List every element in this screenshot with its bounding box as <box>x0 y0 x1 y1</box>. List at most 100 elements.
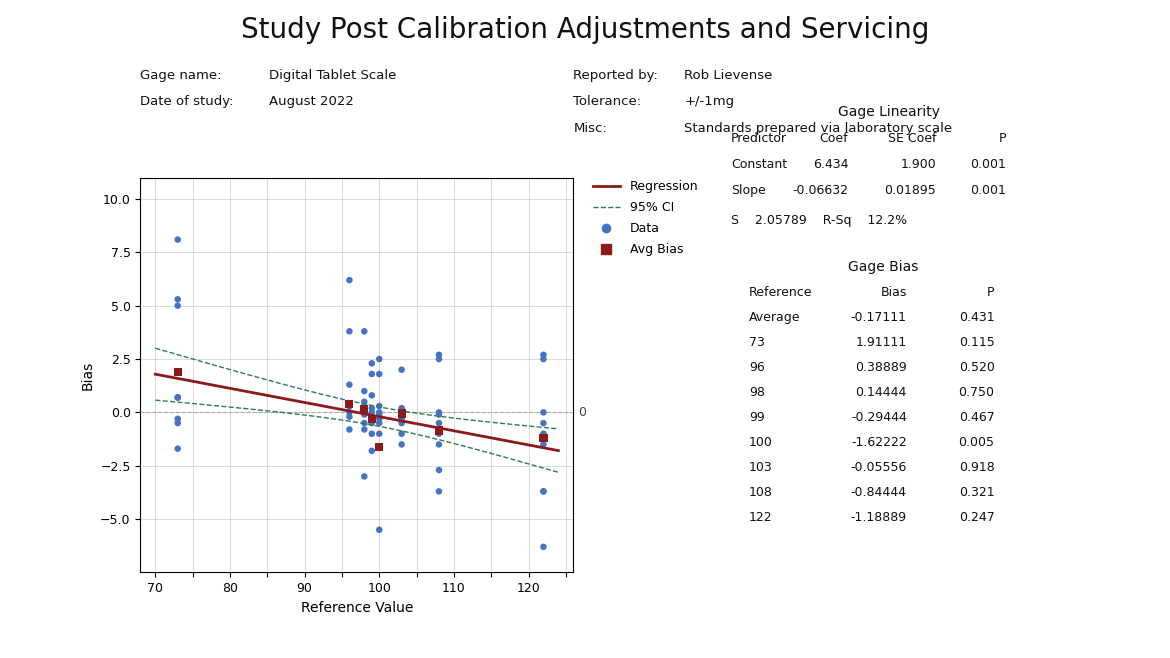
Point <box>370 418 388 428</box>
Text: 0.01895: 0.01895 <box>885 184 936 197</box>
Text: Misc:: Misc: <box>573 122 607 135</box>
Point <box>429 418 448 428</box>
Text: 0.467: 0.467 <box>958 411 994 424</box>
Point <box>429 486 448 497</box>
Point <box>340 401 359 411</box>
Text: Gage Bias: Gage Bias <box>848 260 918 274</box>
Point <box>534 486 552 497</box>
Point <box>392 407 411 418</box>
Point <box>355 397 373 407</box>
Text: 99: 99 <box>749 411 764 424</box>
Point <box>534 486 552 497</box>
Point <box>429 409 448 420</box>
Text: 0.005: 0.005 <box>958 436 994 449</box>
Point <box>534 428 552 439</box>
Text: 0: 0 <box>578 406 586 419</box>
Point <box>340 380 359 390</box>
Text: Gage Linearity: Gage Linearity <box>838 105 941 119</box>
Text: Digital Tablet Scale: Digital Tablet Scale <box>269 69 397 82</box>
Text: Date of study:: Date of study: <box>140 95 234 109</box>
Point <box>168 392 187 403</box>
Text: -0.06632: -0.06632 <box>792 184 848 197</box>
Point <box>534 418 552 428</box>
Point <box>370 442 388 452</box>
Point <box>534 349 552 360</box>
Point <box>363 413 381 424</box>
Text: Rob Lievense: Rob Lievense <box>684 69 773 82</box>
Point <box>370 413 388 424</box>
Text: 0.001: 0.001 <box>970 158 1006 171</box>
Point <box>429 439 448 449</box>
Point <box>534 432 552 443</box>
Text: Coef: Coef <box>820 132 848 145</box>
Point <box>340 401 359 411</box>
Point <box>168 392 187 403</box>
Point <box>168 234 187 245</box>
Point <box>370 409 388 420</box>
Text: August 2022: August 2022 <box>269 95 355 109</box>
Point <box>370 368 388 379</box>
Point <box>355 424 373 435</box>
Point <box>168 392 187 403</box>
Point <box>363 407 381 418</box>
Text: 1.91111: 1.91111 <box>855 336 907 349</box>
Text: 0.115: 0.115 <box>958 336 994 349</box>
Point <box>355 418 373 428</box>
Point <box>429 425 448 436</box>
Text: -0.29444: -0.29444 <box>851 411 907 424</box>
Point <box>340 424 359 435</box>
Point <box>168 294 187 305</box>
Point <box>363 403 381 413</box>
Point <box>168 413 187 424</box>
Point <box>363 428 381 439</box>
X-axis label: Reference Value: Reference Value <box>301 601 413 615</box>
Text: Study Post Calibration Adjustments and Servicing: Study Post Calibration Adjustments and S… <box>241 16 929 45</box>
Text: 103: 103 <box>749 461 772 474</box>
Point <box>340 407 359 418</box>
Point <box>392 439 411 449</box>
Point <box>534 354 552 365</box>
Y-axis label: Bias: Bias <box>81 361 95 390</box>
Text: Average: Average <box>749 311 800 324</box>
Point <box>363 390 381 401</box>
Text: 0.001: 0.001 <box>970 184 1006 197</box>
Point <box>340 399 359 409</box>
Text: SE Coef: SE Coef <box>888 132 936 145</box>
Point <box>534 407 552 418</box>
Point <box>340 411 359 422</box>
Point <box>370 524 388 535</box>
Point <box>168 418 187 428</box>
Text: P: P <box>987 286 994 299</box>
Point <box>429 349 448 360</box>
Text: 0.247: 0.247 <box>958 511 994 524</box>
Text: Constant: Constant <box>731 158 787 171</box>
Point <box>392 413 411 424</box>
Text: -0.17111: -0.17111 <box>851 311 907 324</box>
Point <box>355 326 373 337</box>
Point <box>168 443 187 454</box>
Point <box>370 401 388 411</box>
Point <box>392 428 411 439</box>
Text: 0.431: 0.431 <box>959 311 994 324</box>
Point <box>392 403 411 413</box>
Point <box>340 275 359 286</box>
Point <box>534 542 552 552</box>
Point <box>392 409 411 420</box>
Text: -0.05556: -0.05556 <box>851 461 907 474</box>
Text: S    2.05789    R-Sq    12.2%: S 2.05789 R-Sq 12.2% <box>731 214 908 227</box>
Point <box>355 471 373 482</box>
Point <box>363 445 381 456</box>
Text: -0.84444: -0.84444 <box>851 486 907 499</box>
Point <box>392 418 411 428</box>
Text: Standards prepared via laboratory scale: Standards prepared via laboratory scale <box>684 122 952 135</box>
Text: 0.520: 0.520 <box>958 361 994 374</box>
Point <box>534 439 552 449</box>
Point <box>355 404 373 415</box>
Text: -1.62222: -1.62222 <box>851 436 907 449</box>
Text: Tolerance:: Tolerance: <box>573 95 641 109</box>
Text: 98: 98 <box>749 386 765 399</box>
Point <box>355 386 373 396</box>
Point <box>370 354 388 365</box>
Text: 1.900: 1.900 <box>900 158 936 171</box>
Text: Gage name:: Gage name: <box>140 69 222 82</box>
